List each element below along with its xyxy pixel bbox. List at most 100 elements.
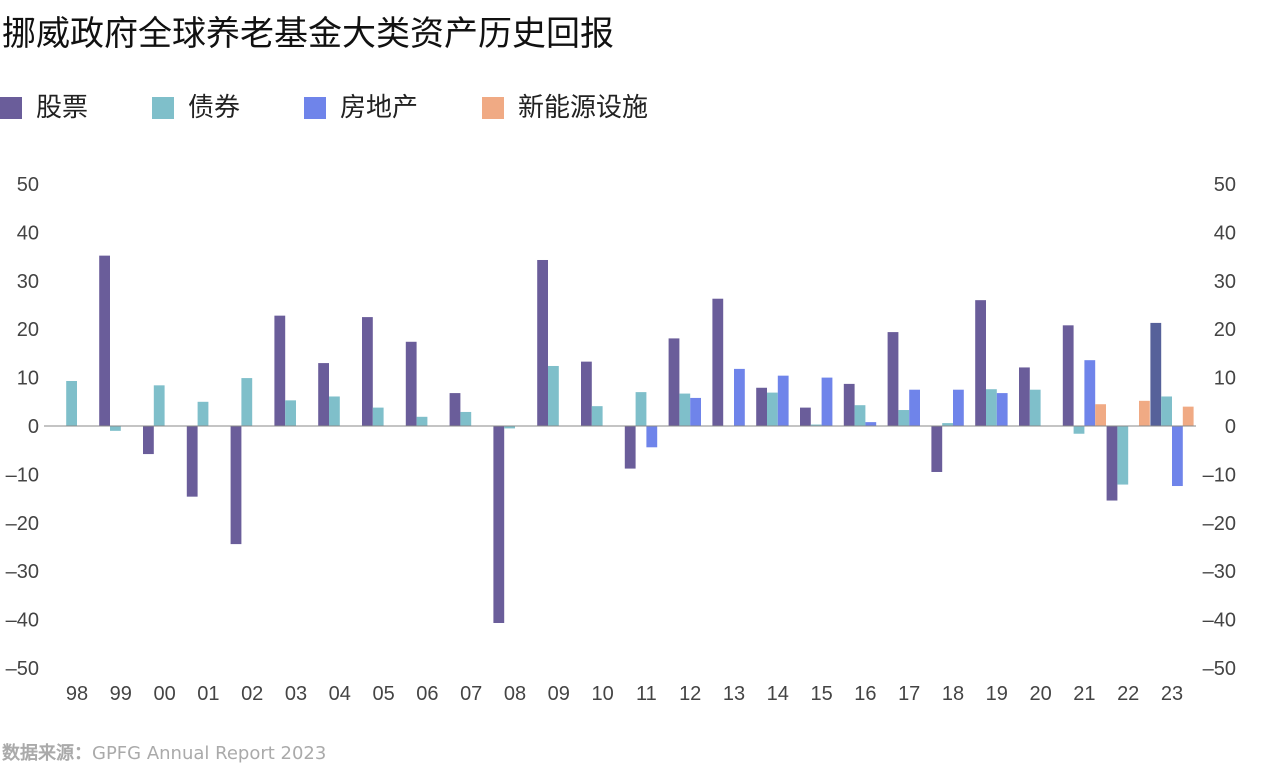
bar-stocks-13 bbox=[712, 298, 724, 426]
x-tick-label-99: 99 bbox=[110, 683, 132, 705]
bar-stocks-07 bbox=[449, 393, 461, 426]
x-tick-label-12: 12 bbox=[679, 683, 701, 705]
bar-bonds-12 bbox=[679, 393, 691, 426]
x-tick-label-20: 20 bbox=[1029, 683, 1051, 705]
legend-swatch-bonds bbox=[152, 97, 175, 119]
bar-stocks-18 bbox=[931, 426, 943, 472]
y-tick-label-left: –10 bbox=[6, 464, 39, 486]
bar-stocks-02 bbox=[230, 426, 242, 545]
bar-bonds-00 bbox=[153, 385, 165, 426]
x-tick-label-10: 10 bbox=[591, 683, 613, 705]
bar-stocks-04 bbox=[318, 363, 329, 426]
bar-bonds-01 bbox=[197, 401, 209, 426]
bar-stocks-99 bbox=[99, 255, 110, 426]
y-tick-label-left: –30 bbox=[6, 561, 39, 583]
bar-real-estate-13 bbox=[734, 368, 745, 426]
bar-bonds-19 bbox=[986, 389, 997, 426]
bar-stocks-12 bbox=[668, 338, 680, 426]
legend-label-stocks: 股票 bbox=[36, 93, 89, 123]
data-source-note: 数据来源：GPFG Annual Report 2023 bbox=[2, 742, 326, 766]
x-tick-label-00: 00 bbox=[153, 683, 175, 705]
bar-renewable-infrastructure-21 bbox=[1095, 404, 1106, 426]
bar-real-estate-19 bbox=[996, 393, 1008, 426]
x-tick-label-05: 05 bbox=[372, 683, 394, 705]
x-tick-label-16: 16 bbox=[854, 683, 876, 705]
y-tick-label-left: 30 bbox=[17, 271, 39, 293]
y-tick-label-right: 10 bbox=[1214, 368, 1236, 390]
legend-item-renewable-infrastructure: 新能源设施 bbox=[482, 88, 648, 128]
legend-item-bonds: 债券 bbox=[152, 88, 240, 128]
bar-stocks-23 bbox=[1150, 322, 1162, 426]
legend-item-real-estate: 房地产 bbox=[304, 88, 418, 128]
legend-label-renewable-infrastructure: 新能源设施 bbox=[518, 93, 649, 123]
bar-real-estate-23 bbox=[1172, 426, 1183, 487]
bar-stocks-17 bbox=[887, 332, 899, 426]
bar-bonds-10 bbox=[591, 406, 603, 426]
y-tick-label-right: –40 bbox=[1203, 610, 1236, 632]
x-axis: 98 99 00 01 02 03 04 05 06 07 08 09 10 11 12 13 14 15 16 17… bbox=[66, 683, 1183, 705]
bar-stocks-00 bbox=[143, 426, 154, 455]
bar-real-estate-11 bbox=[646, 426, 658, 448]
bar-stocks-03 bbox=[274, 315, 286, 426]
bar-bonds-09 bbox=[548, 365, 559, 426]
y-tick-label-right: 0 bbox=[1225, 416, 1236, 438]
bar-stocks-10 bbox=[581, 361, 592, 426]
bar-stocks-16 bbox=[843, 383, 855, 426]
bar-renewable-infrastructure-23 bbox=[1182, 406, 1194, 426]
bar-bonds-20 bbox=[1029, 389, 1041, 426]
y-tick-label-right: 50 bbox=[1214, 174, 1236, 196]
bar-stocks-09 bbox=[537, 259, 548, 426]
y-tick-label-left: –40 bbox=[6, 610, 39, 632]
bar-bonds-23 bbox=[1161, 396, 1172, 426]
bar-bonds-08 bbox=[504, 426, 515, 429]
y-tick-label-right: –20 bbox=[1203, 513, 1236, 535]
bar-stocks-15 bbox=[800, 407, 811, 426]
data-source-label: 数据来源： bbox=[2, 743, 92, 764]
bar-renewable-infrastructure-22 bbox=[1139, 400, 1150, 426]
y-tick-label-left: –20 bbox=[6, 513, 39, 535]
bar-bonds-02 bbox=[241, 378, 253, 426]
x-tick-label-98: 98 bbox=[66, 683, 88, 705]
x-tick-label-07: 07 bbox=[460, 683, 482, 705]
x-tick-label-03: 03 bbox=[285, 683, 307, 705]
x-tick-label-02: 02 bbox=[241, 683, 263, 705]
y-tick-label-right: 30 bbox=[1214, 271, 1236, 293]
bar-real-estate-17 bbox=[909, 389, 920, 426]
bar-bonds-22 bbox=[1117, 426, 1129, 485]
bar-real-estate-16 bbox=[865, 422, 877, 426]
legend-label-bonds: 债券 bbox=[188, 93, 241, 123]
bar-real-estate-14 bbox=[777, 375, 789, 426]
y-tick-label-right: 20 bbox=[1214, 319, 1236, 341]
bar-bonds-06 bbox=[416, 416, 428, 426]
bar-stocks-19 bbox=[975, 300, 986, 426]
bar-stocks-06 bbox=[405, 341, 417, 426]
bar-series-group bbox=[66, 255, 1194, 623]
bar-bonds-16 bbox=[854, 405, 866, 426]
bar-stocks-22 bbox=[1106, 426, 1118, 501]
bar-bonds-98 bbox=[66, 380, 77, 426]
y-tick-label-left: 20 bbox=[17, 319, 39, 341]
y-axis-right: 50 40 30 20 10 0 –10 –20 –30 –40 –50 bbox=[1203, 174, 1236, 680]
bar-stocks-20 bbox=[1019, 367, 1030, 426]
bar-real-estate-12 bbox=[690, 397, 701, 426]
x-tick-label-04: 04 bbox=[329, 683, 351, 705]
bar-stocks-14 bbox=[756, 387, 767, 426]
bar-bonds-99 bbox=[110, 426, 121, 431]
x-tick-label-09: 09 bbox=[548, 683, 570, 705]
x-tick-label-17: 17 bbox=[898, 683, 920, 705]
x-tick-label-15: 15 bbox=[810, 683, 832, 705]
y-tick-label-right: –50 bbox=[1203, 658, 1236, 680]
bar-stocks-01 bbox=[186, 426, 198, 497]
data-source-text: GPFG Annual Report 2023 bbox=[92, 743, 327, 764]
x-tick-label-13: 13 bbox=[723, 683, 745, 705]
chart-title: 挪威政府全球养老基金大类资产历史回报 bbox=[2, 14, 614, 54]
bar-bonds-03 bbox=[285, 400, 296, 426]
bar-bonds-04 bbox=[329, 396, 340, 426]
y-tick-label-right: 40 bbox=[1214, 222, 1236, 244]
bar-bonds-18 bbox=[942, 423, 953, 426]
chart-legend: 股票 债券 房地产 新能源设施 bbox=[0, 88, 712, 128]
bar-real-estate-15 bbox=[821, 377, 833, 426]
y-tick-label-left: 10 bbox=[17, 368, 39, 390]
bar-bonds-21 bbox=[1073, 426, 1085, 434]
y-tick-label-left: 40 bbox=[17, 222, 39, 244]
